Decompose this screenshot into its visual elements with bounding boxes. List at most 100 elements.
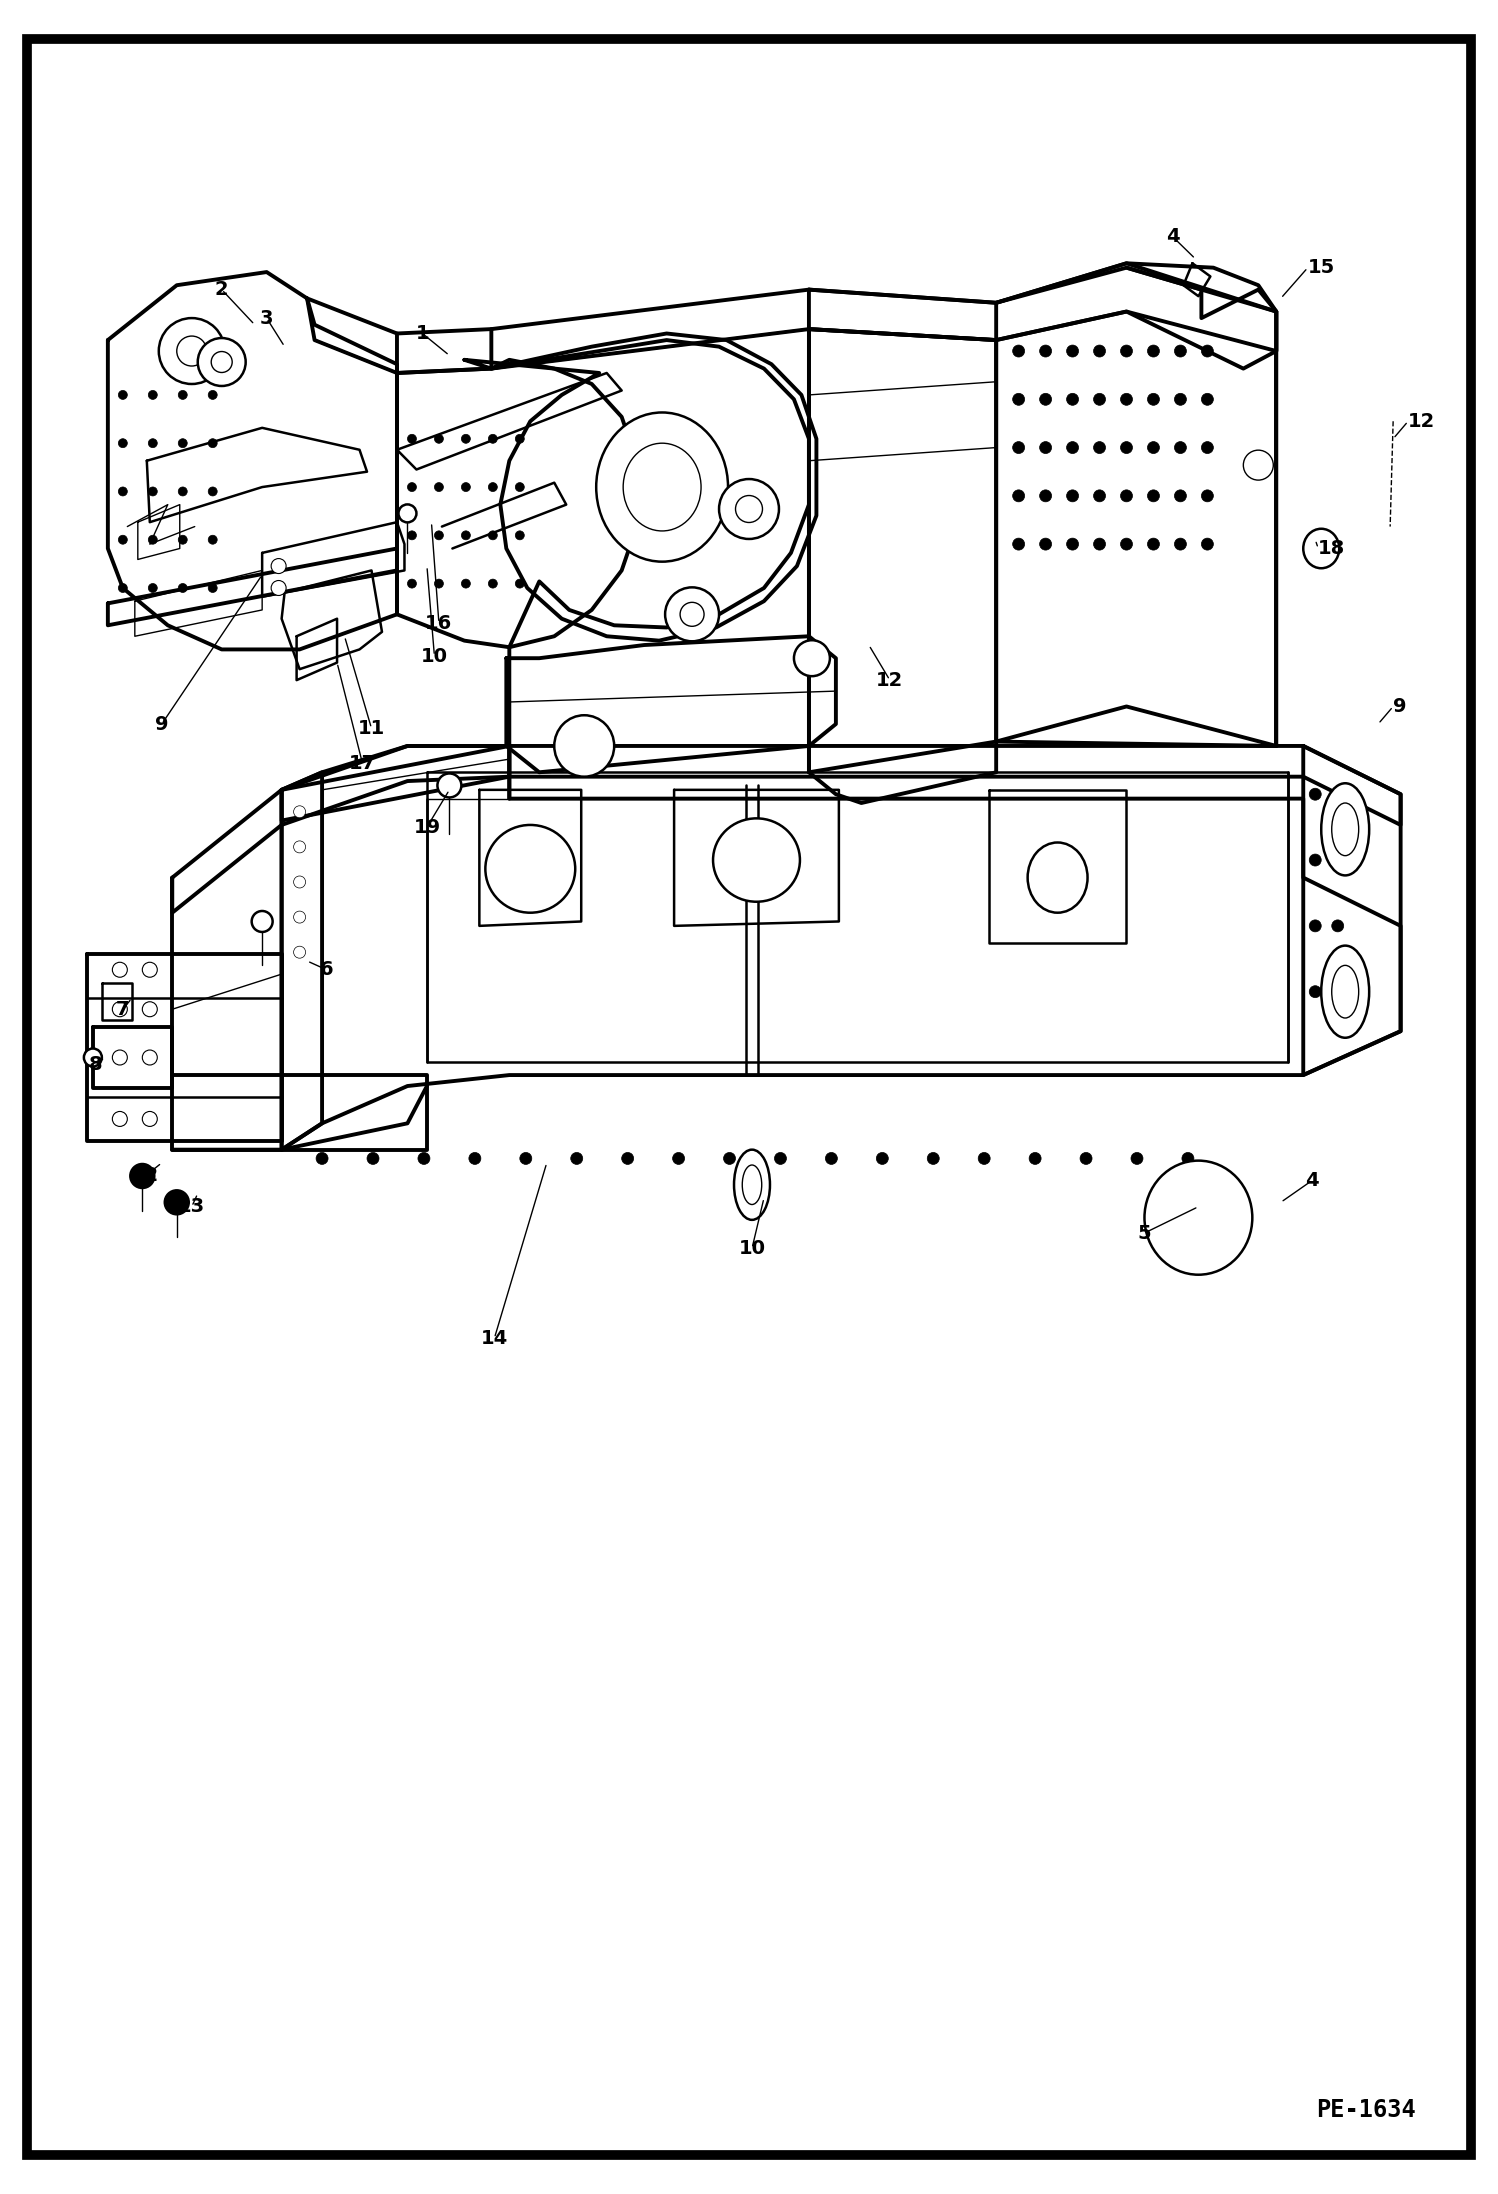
Circle shape (1040, 344, 1052, 358)
Circle shape (198, 338, 246, 386)
Text: 5: 5 (1137, 1224, 1152, 1242)
Circle shape (1309, 853, 1321, 867)
Circle shape (148, 535, 157, 544)
Ellipse shape (734, 1150, 770, 1220)
Circle shape (461, 579, 470, 588)
Circle shape (665, 588, 719, 641)
Circle shape (1121, 489, 1132, 502)
Circle shape (515, 531, 524, 540)
Circle shape (515, 579, 524, 588)
Circle shape (294, 875, 306, 889)
Circle shape (1147, 489, 1159, 502)
Text: 12: 12 (132, 1167, 159, 1185)
Circle shape (461, 434, 470, 443)
Circle shape (208, 487, 217, 496)
Text: 4: 4 (1165, 228, 1180, 246)
Circle shape (736, 496, 762, 522)
Circle shape (1094, 344, 1106, 358)
Circle shape (112, 963, 127, 976)
Circle shape (1147, 538, 1159, 551)
Circle shape (1094, 538, 1106, 551)
Circle shape (673, 1152, 685, 1165)
Ellipse shape (713, 818, 800, 902)
Circle shape (927, 1152, 939, 1165)
Circle shape (1201, 441, 1213, 454)
Circle shape (407, 434, 416, 443)
Circle shape (488, 434, 497, 443)
Circle shape (680, 603, 704, 625)
Circle shape (774, 1152, 786, 1165)
Circle shape (1013, 344, 1025, 358)
Circle shape (1067, 441, 1079, 454)
Circle shape (112, 1051, 127, 1064)
Text: 18: 18 (1318, 540, 1345, 557)
Text: 12: 12 (1408, 412, 1435, 430)
Circle shape (461, 531, 470, 540)
Ellipse shape (1028, 842, 1088, 913)
Circle shape (1080, 1152, 1092, 1165)
Circle shape (178, 439, 187, 448)
Circle shape (208, 391, 217, 399)
Circle shape (118, 391, 127, 399)
Text: 4: 4 (1305, 1172, 1320, 1189)
Circle shape (1332, 853, 1344, 867)
Circle shape (825, 1152, 837, 1165)
Circle shape (434, 483, 443, 491)
Text: PE-1634: PE-1634 (1315, 2097, 1416, 2122)
Circle shape (794, 641, 830, 676)
Text: 1: 1 (415, 325, 430, 342)
Circle shape (142, 963, 157, 976)
Circle shape (461, 483, 470, 491)
Circle shape (367, 1152, 379, 1165)
Circle shape (1174, 344, 1186, 358)
Text: 2: 2 (214, 281, 229, 298)
Circle shape (1201, 344, 1213, 358)
Circle shape (488, 579, 497, 588)
Ellipse shape (554, 715, 614, 777)
Circle shape (142, 1003, 157, 1016)
Text: 11: 11 (358, 720, 385, 737)
Circle shape (1040, 538, 1052, 551)
Ellipse shape (1321, 783, 1369, 875)
Circle shape (177, 336, 207, 366)
Circle shape (1029, 1152, 1041, 1165)
Circle shape (571, 1152, 583, 1165)
Circle shape (1201, 393, 1213, 406)
Circle shape (178, 391, 187, 399)
Circle shape (84, 1049, 102, 1066)
Circle shape (437, 774, 461, 796)
Circle shape (1121, 441, 1132, 454)
Text: 16: 16 (425, 614, 452, 632)
Circle shape (294, 946, 306, 959)
Ellipse shape (1332, 965, 1359, 1018)
Circle shape (1174, 393, 1186, 406)
Circle shape (978, 1152, 990, 1165)
Circle shape (515, 483, 524, 491)
Circle shape (271, 581, 286, 595)
Circle shape (1040, 393, 1052, 406)
Circle shape (208, 439, 217, 448)
Circle shape (1309, 919, 1321, 932)
Ellipse shape (623, 443, 701, 531)
Text: 17: 17 (349, 755, 376, 772)
Circle shape (434, 531, 443, 540)
Circle shape (118, 535, 127, 544)
Circle shape (118, 487, 127, 496)
Circle shape (1309, 788, 1321, 801)
Circle shape (148, 584, 157, 592)
Text: 8: 8 (88, 1055, 103, 1073)
Circle shape (407, 579, 416, 588)
Ellipse shape (1321, 946, 1369, 1038)
Circle shape (112, 1112, 127, 1126)
Circle shape (316, 1152, 328, 1165)
Circle shape (1332, 985, 1344, 998)
Circle shape (178, 487, 187, 496)
Circle shape (178, 535, 187, 544)
Circle shape (1094, 393, 1106, 406)
Circle shape (1174, 441, 1186, 454)
Circle shape (1040, 441, 1052, 454)
Circle shape (1182, 1152, 1194, 1165)
Circle shape (211, 351, 232, 373)
Circle shape (1094, 441, 1106, 454)
Circle shape (208, 535, 217, 544)
